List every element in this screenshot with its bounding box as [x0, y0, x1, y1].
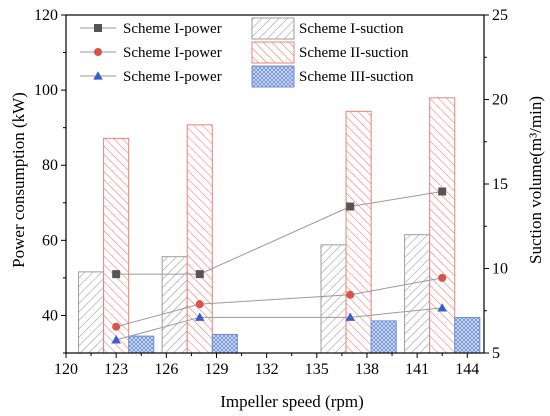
legend: Scheme I-power Scheme I-power Scheme I-pow… — [80, 17, 414, 88]
legend-suction-label-1: Scheme I-suction — [299, 21, 404, 37]
y-left-tick-label-60: 60 — [42, 232, 58, 249]
suction-bar-s3-4 — [454, 317, 481, 354]
legend-suction-swatch-3 — [251, 65, 295, 88]
legend-power-label-1: Scheme I-power — [123, 21, 222, 37]
legend-power-marker-3 — [93, 71, 103, 80]
suction-bar-s1-4 — [404, 234, 431, 354]
suction-bar-s3-1 — [128, 335, 155, 354]
power-point-s1-1 — [112, 270, 121, 279]
power-point-s3-1 — [111, 335, 121, 344]
x-tick-label-135: 135 — [305, 361, 329, 378]
power-point-s3-3 — [345, 312, 356, 321]
suction-bar-s3-3 — [370, 320, 397, 354]
y-right-tick-label-20: 20 — [492, 92, 508, 109]
suction-bar-s1-3 — [320, 244, 347, 354]
power-point-s1-3 — [346, 202, 355, 211]
power-lines — [111, 187, 447, 344]
y-left-tick-label-120: 120 — [34, 7, 58, 24]
suction-bar-s1-1 — [78, 271, 105, 354]
x-tick-label-144: 144 — [455, 361, 479, 378]
power-point-s2-1 — [112, 322, 121, 331]
suction-bar-s2-4 — [429, 97, 456, 354]
legend-power-label-3: Scheme I-power — [123, 69, 222, 85]
y-right-tick-label-5: 5 — [492, 345, 500, 362]
y-left-tick-label-100: 100 — [34, 82, 58, 99]
y-left-axis-title: Power consumption (kW) — [9, 92, 28, 268]
y-left-tick-label-40: 40 — [42, 307, 58, 324]
y-left-tick-label-80: 80 — [42, 157, 58, 174]
x-axis-ticks: 120 123 126 129 132 135 138 141 144 — [54, 353, 479, 378]
power-point-s2-2 — [195, 300, 204, 309]
legend-power-marker-1 — [94, 24, 102, 32]
suction-bar-s2-1 — [103, 137, 130, 354]
legend-suction-swatch-1 — [251, 17, 295, 40]
legend-suction-label-2: Scheme II-suction — [299, 45, 409, 61]
power-point-s1-2 — [195, 270, 204, 279]
x-tick-label-120: 120 — [54, 361, 78, 378]
power-point-s1-4 — [438, 187, 447, 196]
power-line-s2 — [116, 277, 443, 328]
power-point-s2-4 — [438, 273, 447, 282]
power-point-s3-4 — [437, 303, 447, 312]
x-tick-label-141: 141 — [405, 361, 429, 378]
x-tick-label-138: 138 — [355, 361, 379, 378]
y-right-tick-label-25: 25 — [492, 7, 508, 24]
y-right-axis-ticks: 5 10 15 20 25 — [484, 7, 508, 362]
x-tick-label-129: 129 — [204, 361, 228, 378]
power-line-s3 — [116, 307, 443, 341]
y-right-axis-title: Suction volume(m³/min) — [526, 96, 545, 264]
suction-bar-s3-2 — [211, 333, 238, 354]
y-left-axis-ticks: 40 60 80 100 120 — [34, 7, 66, 354]
x-tick-label-123: 123 — [104, 361, 128, 378]
suction-bars — [78, 97, 481, 354]
legend-suction-label-3: Scheme III-suction — [299, 69, 414, 85]
legend-power-label-2: Scheme I-power — [123, 45, 222, 61]
power-point-s3-2 — [194, 312, 205, 321]
power-point-s2-3 — [346, 290, 355, 299]
y-right-tick-label-15: 15 — [492, 176, 508, 193]
power-line-s1 — [116, 191, 443, 275]
suction-bar-s1-2 — [161, 256, 188, 354]
y-right-tick-label-10: 10 — [492, 261, 508, 278]
legend-power-marker-2 — [94, 48, 102, 56]
x-tick-label-126: 126 — [154, 361, 178, 378]
legend-suction-swatch-2 — [251, 41, 295, 64]
x-axis-title: Impeller speed (rpm) — [220, 392, 364, 411]
x-tick-label-132: 132 — [255, 361, 279, 378]
